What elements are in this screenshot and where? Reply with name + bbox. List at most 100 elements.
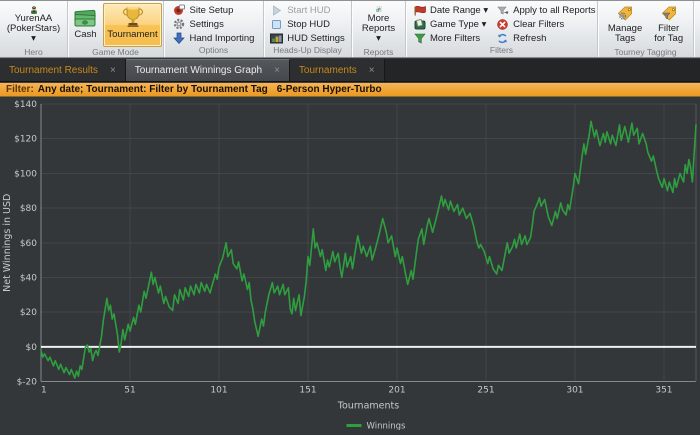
group-label-tourney-tagging: Tourney Tagging <box>598 47 693 58</box>
start-hud-button[interactable]: Start HUD <box>268 3 347 17</box>
hud-settings-label: HUD Settings <box>287 33 345 44</box>
group-label-hud: Heads-Up Display <box>264 45 351 57</box>
more-filters-funnel-icon <box>413 32 426 44</box>
group-label-reports: Reports <box>352 47 405 58</box>
ribbon-group-game-mode: Cash Tournament Game Mode <box>68 1 164 57</box>
site-setup-icon <box>173 4 186 16</box>
manage-tags-button[interactable]: Manage Tags <box>604 3 646 47</box>
refresh-label: Refresh <box>513 33 546 44</box>
legend-label: Winnings <box>367 422 406 431</box>
site-setup-button[interactable]: Site Setup <box>171 3 257 17</box>
apply-to-all-reports-label: Apply to all Reports <box>513 5 595 16</box>
manage-tags-icon <box>613 6 637 22</box>
tab-tournament-results[interactable]: Tournament Results × <box>0 59 126 81</box>
hud-settings-button[interactable]: HUD Settings <box>268 31 347 45</box>
tab-label: Tournaments <box>299 65 357 76</box>
y-tick-label: $60 <box>20 239 37 249</box>
tab-label: Tournament Winnings Graph <box>135 65 262 76</box>
settings-gear-icon <box>173 18 186 30</box>
tournament-button-label: Tournament <box>107 30 157 40</box>
x-tick-label: 101 <box>210 386 227 396</box>
y-tick-label: $-20 <box>17 378 38 388</box>
winnings-series-line <box>41 121 696 378</box>
y-tick-label: $40 <box>20 273 37 283</box>
y-tick-label: $0 <box>26 343 38 353</box>
more-filters-label: More Filters <box>430 33 480 44</box>
filter-description: Any date; Tournament: Filter by Tourname… <box>38 84 268 95</box>
filter-for-tag-icon <box>657 6 681 22</box>
more-reports-label-line2: Reports ▾ <box>359 24 398 44</box>
ribbon-group-options: Site Setup Settings Hand Importing Optio… <box>164 1 264 57</box>
date-range-icon <box>413 4 426 16</box>
more-filters-button[interactable]: More Filters <box>411 31 490 45</box>
ribbon-group-tourney-tagging: Manage Tags Filter for Tag Tourney Taggi… <box>598 1 694 57</box>
filter-status-bar: Filter: Any date; Tournament: Filter by … <box>0 82 700 97</box>
cash-button[interactable]: Cash <box>69 3 101 47</box>
y-tick-label: $80 <box>20 204 37 214</box>
tournament-button[interactable]: Tournament <box>103 3 161 47</box>
refresh-icon <box>496 32 509 44</box>
y-tick-label: $140 <box>14 100 37 110</box>
x-tick-label: 51 <box>124 386 135 396</box>
tab-tournaments[interactable]: Tournaments × <box>290 59 385 81</box>
cash-button-label: Cash <box>74 30 96 40</box>
ribbon-group-hero: YurenAA (PokerStars) ▾ Hero <box>0 1 68 57</box>
hand-importing-arrow-icon <box>173 32 186 44</box>
settings-button[interactable]: Settings <box>171 17 257 31</box>
game-type-label: Game Type ▾ <box>430 19 486 30</box>
x-tick-label: 251 <box>477 386 494 396</box>
trophy-icon <box>122 6 144 28</box>
y-axis-title: Net Winnings in USD <box>2 194 13 292</box>
ribbon-group-hud: Start HUD Stop HUD HUD Settings Heads-Up… <box>264 1 352 57</box>
ribbon-group-reports: A More Reports ▾ Reports <box>352 1 406 57</box>
report-tab-bar: Tournament Results × Tournament Winnings… <box>0 59 700 82</box>
filter-tag-name: 6-Person Hyper-Turbo <box>277 84 382 95</box>
y-tick-label: $120 <box>14 135 37 145</box>
group-label-hero: Hero <box>0 47 67 58</box>
stop-hud-square-icon <box>270 18 283 30</box>
clear-filters-label: Clear Filters <box>513 19 564 30</box>
tab-label: Tournament Results <box>9 65 98 76</box>
start-hud-label: Start HUD <box>287 5 330 16</box>
y-tick-label: $100 <box>14 169 37 179</box>
group-label-filters: Filters <box>406 45 597 57</box>
more-reports-button[interactable]: A More Reports ▾ <box>355 3 402 47</box>
apply-to-all-reports-button[interactable]: Apply to all Reports <box>494 3 597 17</box>
tab-tournament-winnings-graph[interactable]: Tournament Winnings Graph × <box>126 59 290 81</box>
filter-for-tag-label-line2: for Tag <box>654 34 683 44</box>
x-axis-title: Tournaments <box>337 401 399 412</box>
more-reports-icon: A <box>368 6 390 12</box>
tab-close-icon[interactable]: × <box>274 65 280 76</box>
hud-settings-image-icon <box>270 32 283 44</box>
tab-close-icon[interactable]: × <box>110 65 116 76</box>
group-label-game-mode: Game Mode <box>68 47 163 58</box>
date-range-button[interactable]: Date Range ▾ <box>411 3 490 17</box>
tab-close-icon[interactable]: × <box>369 65 375 76</box>
game-type-button[interactable]: Game Type ▾ <box>411 17 490 31</box>
manage-tags-label-line2: Tags <box>615 34 635 44</box>
cash-icon <box>73 6 97 28</box>
apply-to-all-reports-icon <box>496 4 509 16</box>
start-hud-play-icon <box>270 4 283 16</box>
site-setup-label: Site Setup <box>190 5 234 16</box>
hero-player-button[interactable]: YurenAA (PokerStars) ▾ <box>3 3 64 47</box>
game-type-icon <box>413 18 426 30</box>
x-tick-label: 151 <box>299 386 316 396</box>
x-tick-label: 201 <box>388 386 405 396</box>
x-tick-label: 301 <box>566 386 583 396</box>
hand-importing-button[interactable]: Hand Importing <box>171 31 257 45</box>
clear-filters-button[interactable]: Clear Filters <box>494 17 597 31</box>
stop-hud-button[interactable]: Stop HUD <box>268 17 347 31</box>
x-tick-label: 351 <box>655 386 672 396</box>
ribbon-toolbar: YurenAA (PokerStars) ▾ Hero Cash <box>0 0 700 58</box>
hero-site: (PokerStars) ▾ <box>7 24 60 44</box>
date-range-label: Date Range ▾ <box>430 5 488 16</box>
filter-for-tag-button[interactable]: Filter for Tag <box>650 3 687 47</box>
hand-importing-label: Hand Importing <box>190 33 255 44</box>
y-tick-label: $20 <box>20 308 37 318</box>
settings-label: Settings <box>190 19 224 30</box>
ribbon-group-filters: Date Range ▾ Game Type ▾ More Filters <box>406 1 598 57</box>
refresh-button[interactable]: Refresh <box>494 31 597 45</box>
